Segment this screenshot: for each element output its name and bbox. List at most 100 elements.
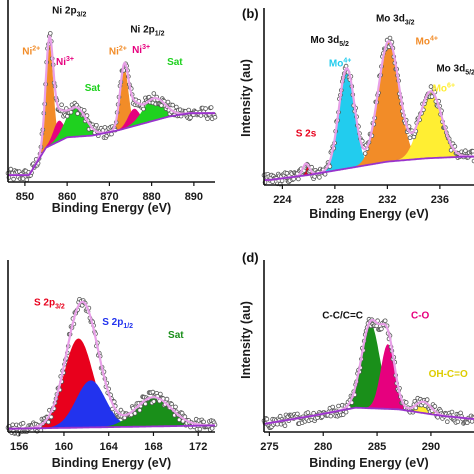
data-point bbox=[429, 94, 435, 99]
data-point bbox=[141, 106, 146, 112]
background-line bbox=[7, 424, 215, 430]
data-point bbox=[24, 177, 30, 183]
peak-annotation: Sat bbox=[168, 330, 184, 341]
peak-annotation: Mo 3d5/2 bbox=[310, 35, 349, 48]
data-point bbox=[47, 31, 53, 36]
data-point bbox=[319, 414, 325, 420]
data-point bbox=[264, 416, 270, 422]
peak-annotation: Ni3+ bbox=[56, 56, 74, 68]
x-tick-label: 228 bbox=[326, 194, 344, 206]
peak-annotation: S 2p1/2 bbox=[102, 317, 133, 330]
x-tick-label: 168 bbox=[144, 441, 162, 453]
peak-annotation: S 2s bbox=[296, 129, 317, 140]
x-tick-label: 156 bbox=[10, 441, 28, 453]
peak-annotation: Ni3+ bbox=[132, 44, 150, 56]
data-point bbox=[444, 419, 450, 425]
data-point bbox=[296, 176, 301, 182]
x-tick-label: 236 bbox=[431, 194, 449, 206]
data-point bbox=[132, 411, 138, 416]
peak-annotation: Ni2+ bbox=[22, 46, 40, 58]
peak-annotation: Ni 2p1/2 bbox=[130, 24, 164, 37]
peak-annotation: Sat bbox=[167, 57, 183, 68]
data-point bbox=[20, 176, 26, 181]
peak-annotation: Ni 2p3/2 bbox=[52, 5, 86, 18]
data-point bbox=[164, 396, 170, 402]
peak-annotation: Sat bbox=[85, 83, 101, 94]
data-point bbox=[173, 404, 178, 410]
x-tick-label: 890 bbox=[185, 191, 203, 203]
peak-annotation: Mo 3d5/2 bbox=[436, 63, 474, 76]
xps-panel-3: 156 160 164 168 172 Binding Energy (eV) S 2p3/… bbox=[5, 260, 218, 470]
data-point bbox=[188, 115, 193, 120]
peak-fill-2 bbox=[44, 380, 137, 429]
data-point bbox=[81, 108, 87, 113]
data-point bbox=[159, 103, 164, 108]
x-tick-label: 280 bbox=[314, 441, 332, 453]
x-tick-label: 164 bbox=[100, 441, 119, 453]
x-axis-label: Binding Energy (eV) bbox=[309, 207, 428, 221]
data-point bbox=[328, 413, 334, 419]
background-line bbox=[264, 155, 474, 181]
data-point bbox=[407, 135, 413, 141]
data-point bbox=[428, 84, 434, 89]
data-point bbox=[463, 148, 468, 154]
x-tick-label: 232 bbox=[378, 194, 396, 206]
data-point bbox=[143, 401, 148, 407]
x-tick-label: 275 bbox=[260, 441, 278, 453]
peak-annotation: Mo6+ bbox=[433, 82, 455, 94]
data-point bbox=[203, 106, 208, 111]
data-point bbox=[201, 419, 207, 425]
x-tick-label: 850 bbox=[16, 191, 34, 203]
data-point bbox=[330, 404, 336, 410]
data-point bbox=[94, 123, 99, 128]
xps-panel-4: 275280285290295Binding Energy (eV)Intens… bbox=[239, 250, 474, 470]
peak-annotation: OH-C=O bbox=[429, 369, 468, 380]
data-point bbox=[424, 397, 430, 402]
xps-panel-1: 850 860 870 880 890 Binding Energy (eV) Ni 2p3… bbox=[5, 0, 218, 215]
data-point bbox=[174, 104, 179, 110]
data-point bbox=[176, 417, 182, 423]
data-point bbox=[151, 91, 157, 96]
data-point bbox=[158, 391, 163, 397]
data-point bbox=[75, 111, 80, 116]
data-point bbox=[455, 419, 461, 425]
data-point bbox=[46, 419, 51, 425]
data-point bbox=[343, 409, 349, 415]
x-tick-label: 224 bbox=[273, 194, 292, 206]
panel-label: (d) bbox=[242, 250, 259, 265]
peak-annotation: C-O bbox=[411, 311, 430, 322]
background-line bbox=[263, 406, 474, 425]
data-point bbox=[317, 175, 322, 180]
data-point bbox=[20, 420, 26, 426]
x-tick-label: 870 bbox=[100, 191, 118, 203]
x-tick-label: 860 bbox=[58, 191, 76, 203]
fit-envelope-line bbox=[7, 300, 215, 430]
data-point bbox=[382, 318, 388, 324]
panel-label: (b) bbox=[242, 6, 259, 21]
fit-envelope-line bbox=[264, 39, 474, 182]
data-point bbox=[387, 35, 393, 41]
peak-annotation: Mo 3d3/2 bbox=[376, 13, 415, 26]
data-point bbox=[212, 114, 218, 120]
data-point bbox=[137, 407, 143, 413]
data-point bbox=[165, 99, 171, 105]
data-point bbox=[209, 426, 215, 431]
data-point bbox=[197, 426, 203, 432]
x-axis-label: Binding Energy (eV) bbox=[52, 201, 171, 215]
data-point bbox=[170, 102, 176, 108]
data-point bbox=[470, 148, 474, 154]
data-point bbox=[379, 326, 384, 332]
peak-fill-6 bbox=[119, 98, 189, 131]
peak-annotation: C-C/C=C bbox=[322, 311, 363, 322]
data-point bbox=[432, 404, 438, 409]
x-tick-label: 285 bbox=[368, 441, 386, 453]
data-point bbox=[151, 399, 157, 404]
peak-annotation: Ni2+ bbox=[109, 46, 127, 58]
peak-fill-5 bbox=[115, 108, 152, 131]
data-point bbox=[295, 411, 300, 417]
peak-annotation: Mo4+ bbox=[416, 36, 438, 48]
x-axis-label: Binding Energy (eV) bbox=[52, 456, 171, 470]
x-tick-label: 172 bbox=[189, 441, 207, 453]
x-tick-label: 290 bbox=[422, 441, 440, 453]
